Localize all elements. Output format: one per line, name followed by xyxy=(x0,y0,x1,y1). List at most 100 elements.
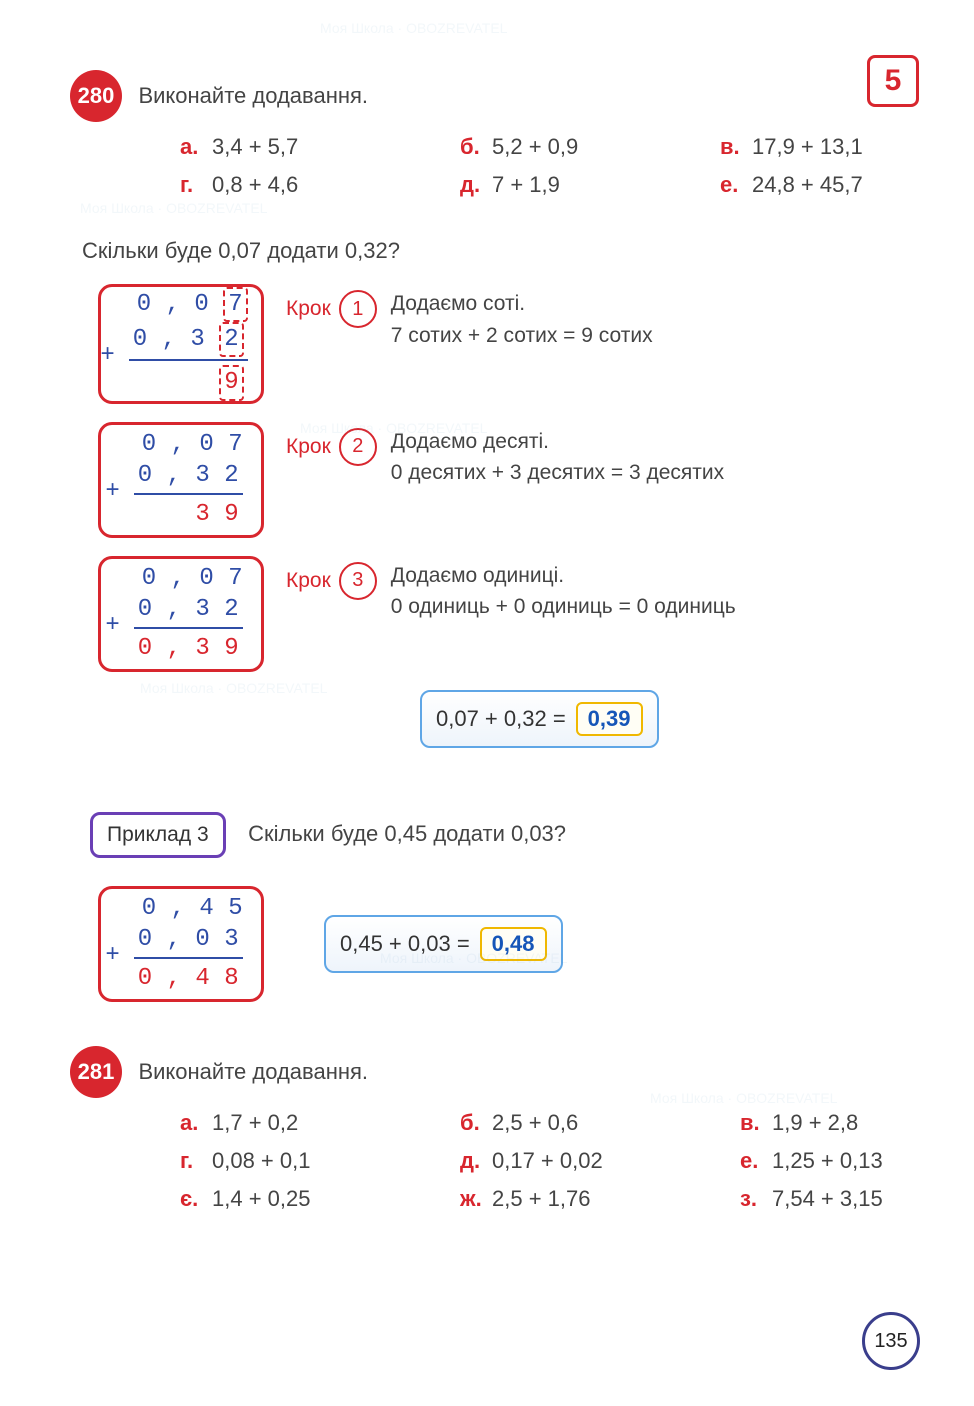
step-word: Крок xyxy=(286,435,331,459)
item-label: ж. xyxy=(460,1186,492,1212)
item-text: 2,5 + 1,76 xyxy=(492,1186,590,1212)
step-text: Додаємо одиниці. 0 одиниць + 0 одиниць =… xyxy=(391,560,736,623)
calc-addend: 0 , 4 5 xyxy=(134,893,243,924)
example-3-body: + 0 , 4 5 0 , 0 3 0 , 4 8 0,45 + 0,03 = … xyxy=(70,886,914,1002)
item-label: г. xyxy=(180,172,212,198)
step-text: Додаємо десяті. 0 десятих + 3 десятих = … xyxy=(391,426,724,489)
result-eq: 0,07 + 0,32 = xyxy=(436,706,566,732)
item-label: б. xyxy=(460,134,492,160)
answer-box: 0,39 xyxy=(576,702,643,736)
exercise-row: а.1,7 + 0,2 б.2,5 + 0,6 в.1,9 + 2,8 xyxy=(180,1110,914,1136)
item-text: 1,7 + 0,2 xyxy=(212,1110,298,1136)
item-text: 1,25 + 0,13 xyxy=(772,1148,883,1174)
item-label: а. xyxy=(180,134,212,160)
exercise-row: є.1,4 + 0,25 ж.2,5 + 1,76 з.7,54 + 3,15 xyxy=(180,1186,914,1212)
example-question: Скільки буде 0,45 додати 0,03? xyxy=(248,821,566,846)
item-text: 1,9 + 2,8 xyxy=(772,1110,858,1136)
item-label: б. xyxy=(460,1110,492,1136)
chapter-badge: 5 xyxy=(867,55,919,107)
watermark: Моя Школа · OBOZREVATEL xyxy=(140,680,327,696)
item-label: в. xyxy=(720,134,752,160)
calc-result: 9 xyxy=(129,365,248,400)
plus-sign: + xyxy=(105,612,119,639)
exercise-280: 280 Виконайте додавання. а.3,4 + 5,7 б.5… xyxy=(70,70,914,198)
exercise-row: г.0,08 + 0,1 д.0,17 + 0,02 е.1,25 + 0,13 xyxy=(180,1148,914,1174)
step-number: 3 xyxy=(339,562,377,600)
step-label: Крок 1 xyxy=(286,290,377,328)
exercise-number-badge: 281 xyxy=(70,1046,122,1098)
item-label: г. xyxy=(180,1148,212,1174)
exercise-title: Виконайте додавання. xyxy=(138,83,368,108)
exercise-row: г.0,8 + 4,6 д.7 + 1,9 е.24,8 + 45,7 xyxy=(180,172,914,198)
step-body: 7 сотих + 2 сотих = 9 сотих xyxy=(391,320,653,352)
calc-addend: 0 , 3 2 xyxy=(134,460,243,495)
page: 5 Моя Школа · OBOZREVATEL Моя Школа · OB… xyxy=(0,0,974,1406)
step-number: 1 xyxy=(339,290,377,328)
item-text: 7 + 1,9 xyxy=(492,172,560,198)
item-label: е. xyxy=(740,1148,772,1174)
step-title: Додаємо одиниці. xyxy=(391,560,736,592)
exercise-281: 281 Виконайте додавання. а.1,7 + 0,2 б.2… xyxy=(70,1046,914,1212)
item-text: 24,8 + 45,7 xyxy=(752,172,863,198)
calc-addend: 0 , 0 3 xyxy=(134,924,243,959)
page-number: 135 xyxy=(862,1312,920,1370)
step-body: 0 одиниць + 0 одиниць = 0 одиниць xyxy=(391,591,736,623)
watermark: Моя Школа · OBOZREVATEL xyxy=(80,200,267,216)
step-3: + 0 , 0 7 0 , 3 2 0 , 3 9 Крок 3 Додаємо… xyxy=(70,556,914,672)
result-wrap: 0,07 + 0,32 = 0,39 xyxy=(420,690,914,748)
step-label: Крок 2 xyxy=(286,428,377,466)
calc-addend: 0 , 0 7 xyxy=(129,287,248,322)
plus-sign: + xyxy=(105,478,119,505)
calc-box: + 0 , 0 7 0 , 3 2 3 9 xyxy=(98,422,264,538)
item-label: д. xyxy=(460,1148,492,1174)
calc-addend: 0 , 3 2 xyxy=(134,594,243,629)
step-1: + 0 , 0 7 0 , 3 2 9 Крок 1 Додаємо соті.… xyxy=(70,284,914,404)
result-box: 0,45 + 0,03 = 0,48 xyxy=(324,915,563,973)
item-text: 2,5 + 0,6 xyxy=(492,1110,578,1136)
calc-addend: 0 , 0 7 xyxy=(134,429,243,460)
question-text: Скільки буде 0,07 додати 0,32? xyxy=(82,238,914,264)
example-label: Приклад 3 xyxy=(90,812,226,858)
watermark: Моя Школа · OBOZREVATEL xyxy=(320,20,507,36)
item-label: в. xyxy=(740,1110,772,1136)
example-3-header: Приклад 3 Скільки буде 0,45 додати 0,03? xyxy=(70,782,914,858)
step-2: + 0 , 0 7 0 , 3 2 3 9 Крок 2 Додаємо дес… xyxy=(70,422,914,538)
calc-box: + 0 , 0 7 0 , 3 2 9 xyxy=(98,284,264,404)
calc-box: + 0 , 4 5 0 , 0 3 0 , 4 8 xyxy=(98,886,264,1002)
calc-box: + 0 , 0 7 0 , 3 2 0 , 3 9 xyxy=(98,556,264,672)
result-eq: 0,45 + 0,03 = xyxy=(340,931,470,957)
item-label: д. xyxy=(460,172,492,198)
step-body: 0 десятих + 3 десятих = 3 десятих xyxy=(391,457,724,489)
exercise-row: а.3,4 + 5,7 б.5,2 + 0,9 в.17,9 + 13,1 xyxy=(180,134,914,160)
calc-result: 0 , 3 9 xyxy=(134,633,243,664)
item-text: 0,17 + 0,02 xyxy=(492,1148,603,1174)
step-title: Додаємо десяті. xyxy=(391,426,724,458)
result-box: 0,07 + 0,32 = 0,39 xyxy=(420,690,659,748)
item-label: з. xyxy=(740,1186,772,1212)
plus-sign: + xyxy=(100,342,114,369)
step-title: Додаємо соті. xyxy=(391,288,653,320)
item-label: є. xyxy=(180,1186,212,1212)
item-text: 0,08 + 0,1 xyxy=(212,1148,310,1174)
calc-result: 0 , 4 8 xyxy=(134,963,243,994)
step-label: Крок 3 xyxy=(286,562,377,600)
item-text: 1,4 + 0,25 xyxy=(212,1186,310,1212)
step-word: Крок xyxy=(286,569,331,593)
item-label: е. xyxy=(720,172,752,198)
item-text: 3,4 + 5,7 xyxy=(212,134,298,160)
item-text: 7,54 + 3,15 xyxy=(772,1186,883,1212)
item-text: 0,8 + 4,6 xyxy=(212,172,298,198)
calc-addend: 0 , 0 7 xyxy=(134,563,243,594)
answer-box: 0,48 xyxy=(480,927,547,961)
exercise-number-badge: 280 xyxy=(70,70,122,122)
step-text: Додаємо соті. 7 сотих + 2 сотих = 9 соти… xyxy=(391,288,653,351)
calc-addend: 0 , 3 2 xyxy=(129,322,248,361)
item-text: 17,9 + 13,1 xyxy=(752,134,863,160)
plus-sign: + xyxy=(105,942,119,969)
step-number: 2 xyxy=(339,428,377,466)
item-text: 5,2 + 0,9 xyxy=(492,134,578,160)
exercise-title: Виконайте додавання. xyxy=(138,1059,368,1084)
step-word: Крок xyxy=(286,297,331,321)
calc-result: 3 9 xyxy=(134,499,243,530)
item-label: а. xyxy=(180,1110,212,1136)
